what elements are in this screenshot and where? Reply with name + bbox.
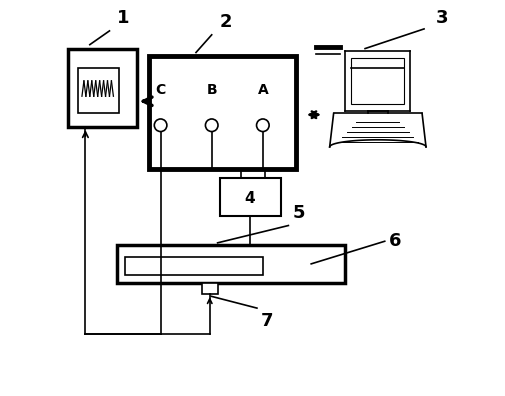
Text: A: A bbox=[257, 83, 268, 97]
Text: 6: 6 bbox=[388, 232, 400, 250]
Text: C: C bbox=[155, 83, 166, 97]
Text: 4: 4 bbox=[244, 191, 255, 206]
Text: 7: 7 bbox=[261, 312, 273, 330]
Bar bbox=[350, 58, 403, 104]
Text: B: B bbox=[206, 83, 217, 97]
Bar bbox=[68, 49, 137, 127]
Text: 3: 3 bbox=[435, 9, 447, 27]
Text: 1: 1 bbox=[117, 9, 130, 27]
Bar bbox=[201, 283, 217, 294]
Bar bbox=[201, 245, 217, 256]
Bar bbox=[78, 68, 119, 114]
Bar bbox=[148, 57, 295, 169]
Bar bbox=[219, 178, 280, 216]
Bar bbox=[125, 257, 262, 275]
Text: 5: 5 bbox=[292, 204, 304, 222]
Text: 2: 2 bbox=[219, 13, 232, 31]
Bar bbox=[117, 245, 345, 282]
